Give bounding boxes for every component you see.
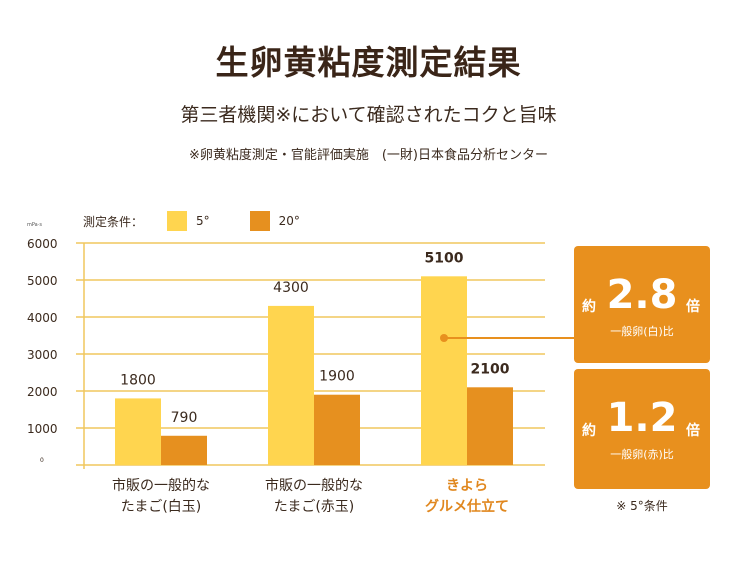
callout-prefix: 約 bbox=[582, 423, 596, 439]
page-title: 生卵黄粘度測定結果 bbox=[215, 43, 522, 82]
callout-suffix: 倍 bbox=[686, 299, 700, 315]
legend-label-20deg: 20° bbox=[278, 214, 300, 228]
data-label: 1800 bbox=[120, 372, 156, 388]
data-label: 2100 bbox=[471, 361, 510, 377]
y-tick-label: 2000 bbox=[27, 385, 58, 399]
category-label-line-2: グルメ仕立て bbox=[425, 499, 509, 515]
category-label-line-1: きよら bbox=[446, 478, 488, 494]
category-label-kiyora: きよら グルメ仕立て bbox=[397, 476, 537, 518]
legend: 測定条件： 5° 20° bbox=[83, 211, 340, 231]
source-note: ※卵黄粘度測定・官能評価実施 (一財)日本食品分析センター bbox=[188, 148, 549, 163]
callout-value: 2.8 bbox=[606, 272, 678, 318]
category-label-line-1: 市販の一般的な bbox=[112, 478, 210, 494]
y-tick-label: 6000 bbox=[27, 237, 58, 251]
category-label-white-egg: 市販の一般的な たまご(白玉) bbox=[91, 476, 231, 518]
callout-compare: 一般卵(赤)比 bbox=[610, 448, 674, 461]
y-tick-label: 5000 bbox=[27, 274, 58, 288]
bar-20deg bbox=[467, 387, 513, 465]
y-tick-label: 3000 bbox=[27, 348, 58, 362]
callout-connector-dot bbox=[440, 334, 448, 342]
category-label-brown-egg: 市販の一般的な たまご(赤玉) bbox=[244, 476, 384, 518]
y-tick-label: 4000 bbox=[27, 311, 58, 325]
callout-prefix: 約 bbox=[582, 299, 596, 315]
data-label: 4300 bbox=[273, 280, 309, 296]
category-label-line-1: 市販の一般的な bbox=[265, 478, 363, 494]
data-label: 790 bbox=[171, 410, 198, 426]
bar-20deg bbox=[314, 394, 360, 465]
subtitle: 第三者機関※において確認されたコクと旨味 bbox=[180, 104, 557, 126]
category-label-line-2: たまご(赤玉) bbox=[273, 499, 355, 515]
condition-note: ※ 5°条件 bbox=[616, 499, 668, 513]
bar-5deg bbox=[421, 276, 467, 465]
bar-5deg bbox=[268, 305, 314, 465]
bar-5deg bbox=[115, 398, 161, 465]
legend-swatch-5deg bbox=[167, 211, 188, 231]
y-tick-label: 0 bbox=[40, 457, 44, 464]
callout-box-brown: 約 1.2 倍 一般卵(赤)比 bbox=[574, 369, 710, 489]
legend-label-5deg: 5° bbox=[196, 214, 210, 228]
data-label: 1900 bbox=[319, 369, 355, 385]
callout-value: 1.2 bbox=[606, 395, 678, 441]
callout-suffix: 倍 bbox=[686, 423, 700, 439]
category-label-line-2: たまご(白玉) bbox=[120, 499, 202, 515]
legend-swatch-20deg bbox=[249, 211, 270, 231]
data-label: 5100 bbox=[425, 250, 464, 266]
unit-label: mPa·s bbox=[27, 222, 42, 228]
legend-item-5deg: 5° bbox=[167, 211, 210, 231]
legend-title: 測定条件： bbox=[83, 214, 144, 229]
y-tick-label: 1000 bbox=[27, 422, 58, 436]
callout-compare: 一般卵(白)比 bbox=[610, 325, 674, 338]
bar-20deg bbox=[161, 435, 207, 465]
legend-item-20deg: 20° bbox=[249, 211, 300, 231]
callout-box-white: 約 2.8 倍 一般卵(白)比 bbox=[574, 246, 710, 363]
